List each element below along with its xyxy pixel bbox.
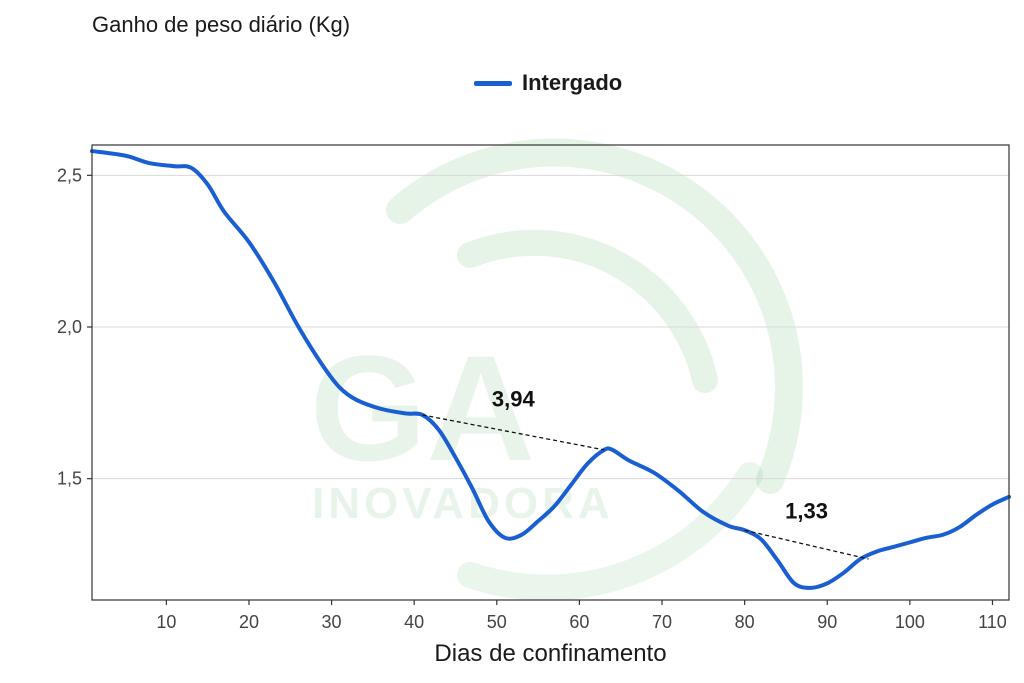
x-axis-title: Dias de confinamento	[434, 640, 667, 667]
trend-label: 1,33	[785, 499, 828, 524]
x-tick-label: 10	[156, 612, 176, 632]
x-tick-label: 50	[487, 612, 507, 632]
series-line-intergado	[90, 149, 1011, 590]
y-tick-label: 2,0	[57, 317, 82, 337]
watermark-logo-word: INOVADORA	[312, 479, 614, 528]
watermark-arc-outer	[386, 138, 803, 494]
trend-label: 3,94	[492, 386, 536, 411]
x-tick-label: 110	[978, 612, 1007, 632]
legend-label: Intergado	[522, 70, 623, 95]
x-tick-label: 70	[652, 612, 672, 632]
x-tick-label: 100	[895, 612, 925, 632]
trend-line	[422, 414, 605, 451]
x-tick-label: 40	[404, 612, 424, 632]
y-axis-title: Ganho de peso diário (Kg)	[92, 12, 351, 37]
y-tick-label: 2,5	[57, 165, 82, 185]
trend-line	[744, 529, 869, 560]
x-tick-label: 60	[569, 612, 589, 632]
x-tick-label: 20	[239, 612, 259, 632]
watermark-logo-letters: GA	[310, 324, 535, 492]
x-tick-label: 30	[322, 612, 342, 632]
plot-border	[91, 144, 1010, 601]
y-tick-label: 1,5	[57, 469, 82, 489]
watermark-arc-lower	[457, 462, 763, 601]
x-tick-label: 90	[817, 612, 837, 632]
legend: Intergado	[474, 70, 622, 96]
x-tick-label: 80	[735, 612, 755, 632]
legend-swatch	[474, 80, 512, 86]
watermark-arc-inner	[457, 229, 718, 393]
